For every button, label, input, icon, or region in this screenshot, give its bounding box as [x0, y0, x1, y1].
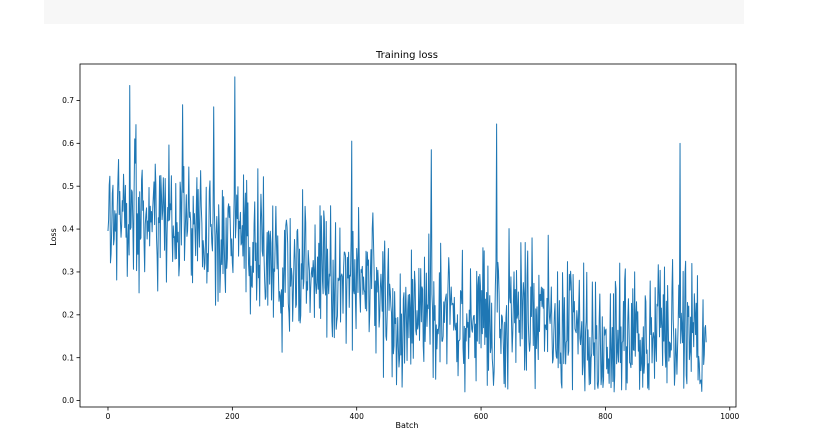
y-tick-label: 0.5	[62, 182, 74, 191]
plot-frame	[79, 63, 737, 408]
y-axis-label: Loss	[49, 228, 58, 246]
x-tick-label: 1000	[720, 412, 739, 421]
y-tick-label: 0.4	[62, 225, 74, 234]
x-tick-label: 800	[598, 412, 613, 421]
x-tick-label: 200	[225, 412, 240, 421]
loss-series-line	[107, 76, 707, 393]
y-tick-label: 0.0	[62, 396, 74, 405]
x-axis-label: Batch	[396, 421, 419, 430]
x-tick-label: 400	[350, 412, 365, 421]
chart-title: Training loss	[375, 50, 438, 61]
y-tick-label: 0.7	[62, 96, 74, 105]
y-tick-label: 0.6	[62, 139, 74, 148]
y-tick-label: 0.3	[62, 268, 74, 277]
x-tick-label: 600	[474, 412, 489, 421]
y-tick-label: 0.1	[62, 353, 74, 362]
output-area-header	[44, 0, 744, 24]
x-tick-label: 0	[106, 412, 111, 421]
y-tick-label: 0.2	[62, 310, 74, 319]
